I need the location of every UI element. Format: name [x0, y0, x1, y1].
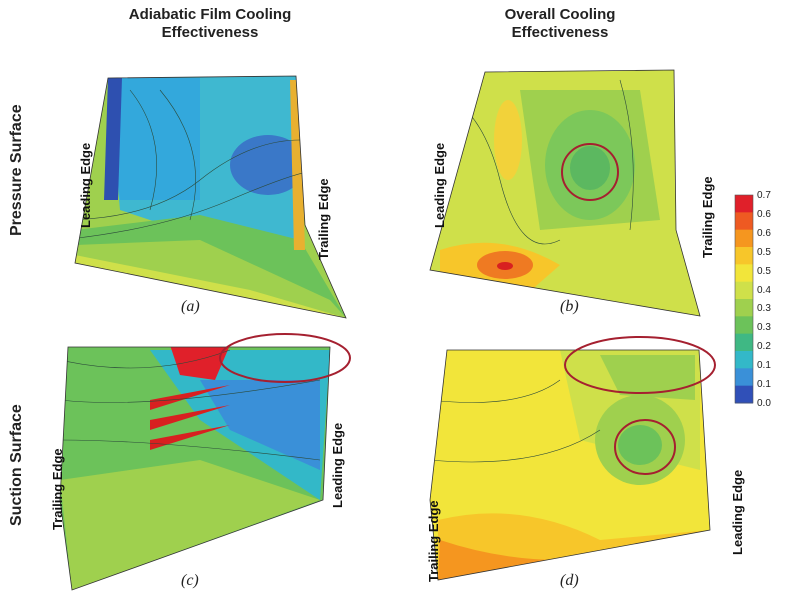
- colorbar-tick-label: 0.0: [757, 398, 771, 409]
- colorbar-swatch: [735, 316, 753, 335]
- label-c-leading-edge: Leading Edge: [330, 422, 345, 508]
- colorbar-swatch: [735, 212, 753, 231]
- colorbar-tick-label: 0.1: [757, 360, 771, 372]
- colorbar-swatch: [735, 333, 753, 352]
- panel-c-contour: [60, 347, 330, 590]
- colorbar-swatch: [735, 385, 753, 404]
- panel-d-contour: [430, 350, 710, 580]
- colorbar-swatch: [735, 281, 753, 300]
- colorbar-tick-label: 0.7: [757, 190, 771, 201]
- colorbar-swatch: [735, 229, 753, 248]
- colorbar-tick-label: 0.3: [757, 303, 771, 315]
- colorbar-swatch: [735, 368, 753, 387]
- panel-a-contour: [75, 76, 346, 318]
- colorbar-swatch: [735, 247, 753, 265]
- colorbar: [734, 194, 754, 404]
- label-a-leading-edge: Leading Edge: [78, 142, 93, 228]
- colorbar-swatch: [735, 195, 753, 213]
- colorbar-tick-label: 0.3: [757, 322, 771, 334]
- colorbar-swatch: [735, 351, 753, 369]
- colorbar-tick-label: 0.4: [757, 284, 771, 296]
- highlight-ellipse-d-mid: [614, 419, 676, 475]
- colorbar-swatch: [735, 299, 753, 317]
- colorbar-tick-label: 0.6: [757, 227, 771, 239]
- caption-c: (c): [181, 572, 199, 589]
- colorbar-tick-label: 0.6: [757, 208, 771, 220]
- label-b-trailing-edge: Trailing Edge: [700, 176, 715, 258]
- colorbar-tick-label: 0.5: [757, 265, 771, 277]
- colorbar-frame: [734, 194, 754, 404]
- panel-b-contour: [430, 70, 700, 316]
- column-title-overall: Overall Cooling Effectiveness: [504, 6, 616, 41]
- label-a-trailing-edge: Trailing Edge: [316, 178, 331, 260]
- colorbar-swatch: [735, 264, 753, 283]
- colorbar-tick-label: 0.2: [757, 341, 771, 353]
- highlight-circle-b: [561, 143, 619, 201]
- caption-a: (a): [181, 298, 200, 315]
- colorbar-tick-label: 0.5: [757, 246, 771, 258]
- colorbar-tick-label: 0.1: [757, 379, 771, 391]
- column-title-adiabatic: Adiabatic Film Cooling Effectiveness: [128, 6, 292, 41]
- label-c-trailing-edge: Trailing Edge: [50, 448, 65, 530]
- label-b-leading-edge: Leading Edge: [432, 142, 447, 228]
- label-d-leading-edge: Leading Edge: [730, 469, 745, 555]
- caption-d: (d): [560, 572, 579, 589]
- label-d-trailing-edge: Trailing Edge: [426, 500, 441, 582]
- highlight-ellipse-d-top: [564, 336, 716, 394]
- caption-b: (b): [560, 298, 579, 315]
- highlight-ellipse-c: [219, 333, 351, 383]
